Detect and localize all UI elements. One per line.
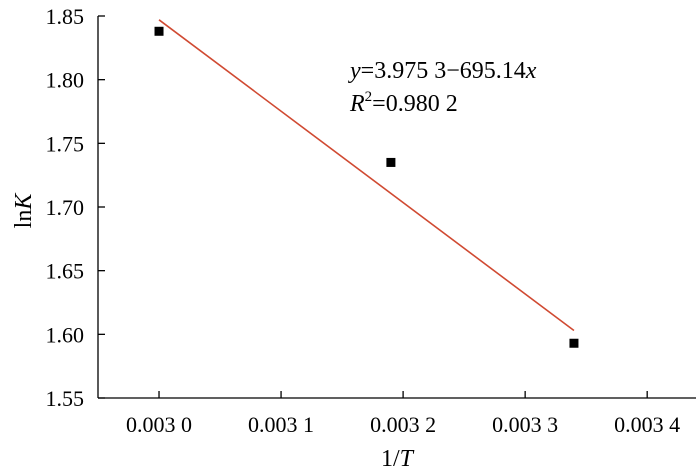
x-axis-ticks: 0.003 0 0.003 1 0.003 2 0.003 3 0.003 4 (126, 391, 680, 437)
x-axis-title-var: T (400, 446, 415, 472)
r-squared-rhs: =0.980 2 (372, 91, 458, 117)
equation-y: y (348, 58, 361, 84)
x-axis-title: 1/T (381, 446, 415, 472)
data-point (154, 26, 164, 36)
x-tick-label: 0.003 3 (492, 412, 558, 437)
data-point (569, 338, 579, 348)
y-tick-label: 1.85 (46, 4, 85, 29)
x-tick-label: 0.003 2 (370, 412, 436, 437)
y-axis-title-prefix: ln (11, 210, 37, 229)
y-tick-label: 1.75 (46, 131, 85, 156)
y-tick-label: 1.55 (46, 386, 85, 411)
equation-x: x (525, 58, 537, 84)
r-squared: R2=0.980 2 (349, 89, 458, 117)
r-squared-r: R (349, 91, 365, 117)
equation-rhs: =3.975 3−695.14 (361, 58, 526, 84)
x-tick-label: 0.003 1 (248, 412, 314, 437)
y-tick-label: 1.60 (46, 322, 85, 347)
y-tick-label: 1.70 (46, 195, 85, 220)
data-point (386, 157, 396, 167)
y-tick-label: 1.65 (46, 259, 85, 284)
y-axis-title-var: K (11, 192, 37, 211)
fit-line (158, 19, 575, 332)
y-axis-ticks: 1.55 1.60 1.65 1.70 1.75 1.80 1.85 (46, 4, 105, 411)
fit-equation: y=3.975 3−695.14x (348, 58, 537, 84)
x-tick-label: 0.003 4 (614, 412, 680, 437)
y-tick-label: 1.80 (46, 68, 85, 93)
data-points (154, 26, 579, 348)
y-axis-title: lnK (11, 192, 37, 229)
x-tick-label: 0.003 0 (126, 412, 192, 437)
r-squared-sup: 2 (365, 89, 373, 105)
x-axis-title-prefix: 1/ (381, 446, 400, 472)
fit-line-group (158, 19, 575, 332)
